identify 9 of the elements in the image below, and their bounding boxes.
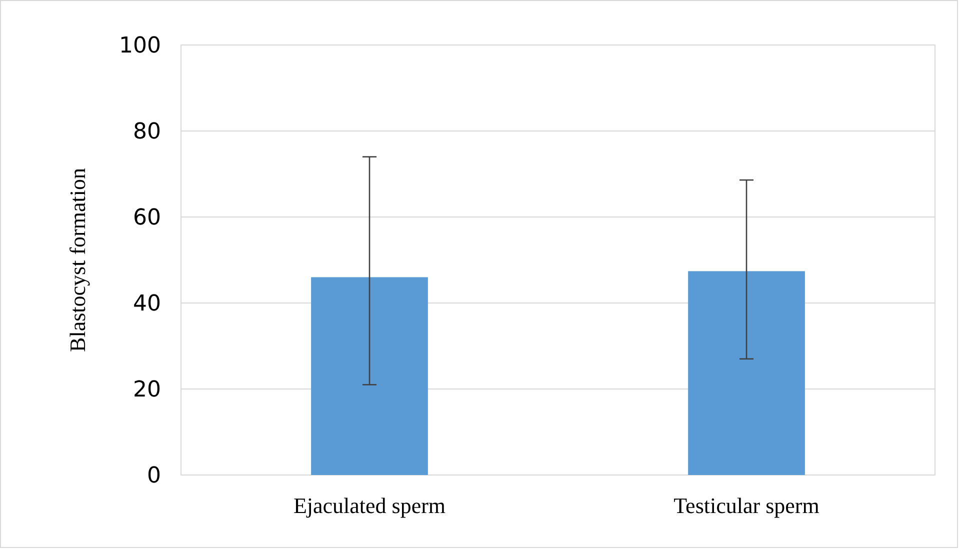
y-axis-title: Blastocyst formation xyxy=(65,168,90,352)
y-tick-label: 80 xyxy=(133,120,161,145)
y-tick-label: 0 xyxy=(147,464,161,489)
y-tick-label: 40 xyxy=(133,292,161,317)
x-tick-label: Ejaculated sperm xyxy=(293,493,446,518)
x-tick-label: Testicular sperm xyxy=(674,493,820,518)
y-tick-label: 100 xyxy=(119,34,161,59)
y-tick-label: 20 xyxy=(133,378,161,403)
y-tick-label: 60 xyxy=(133,206,161,231)
